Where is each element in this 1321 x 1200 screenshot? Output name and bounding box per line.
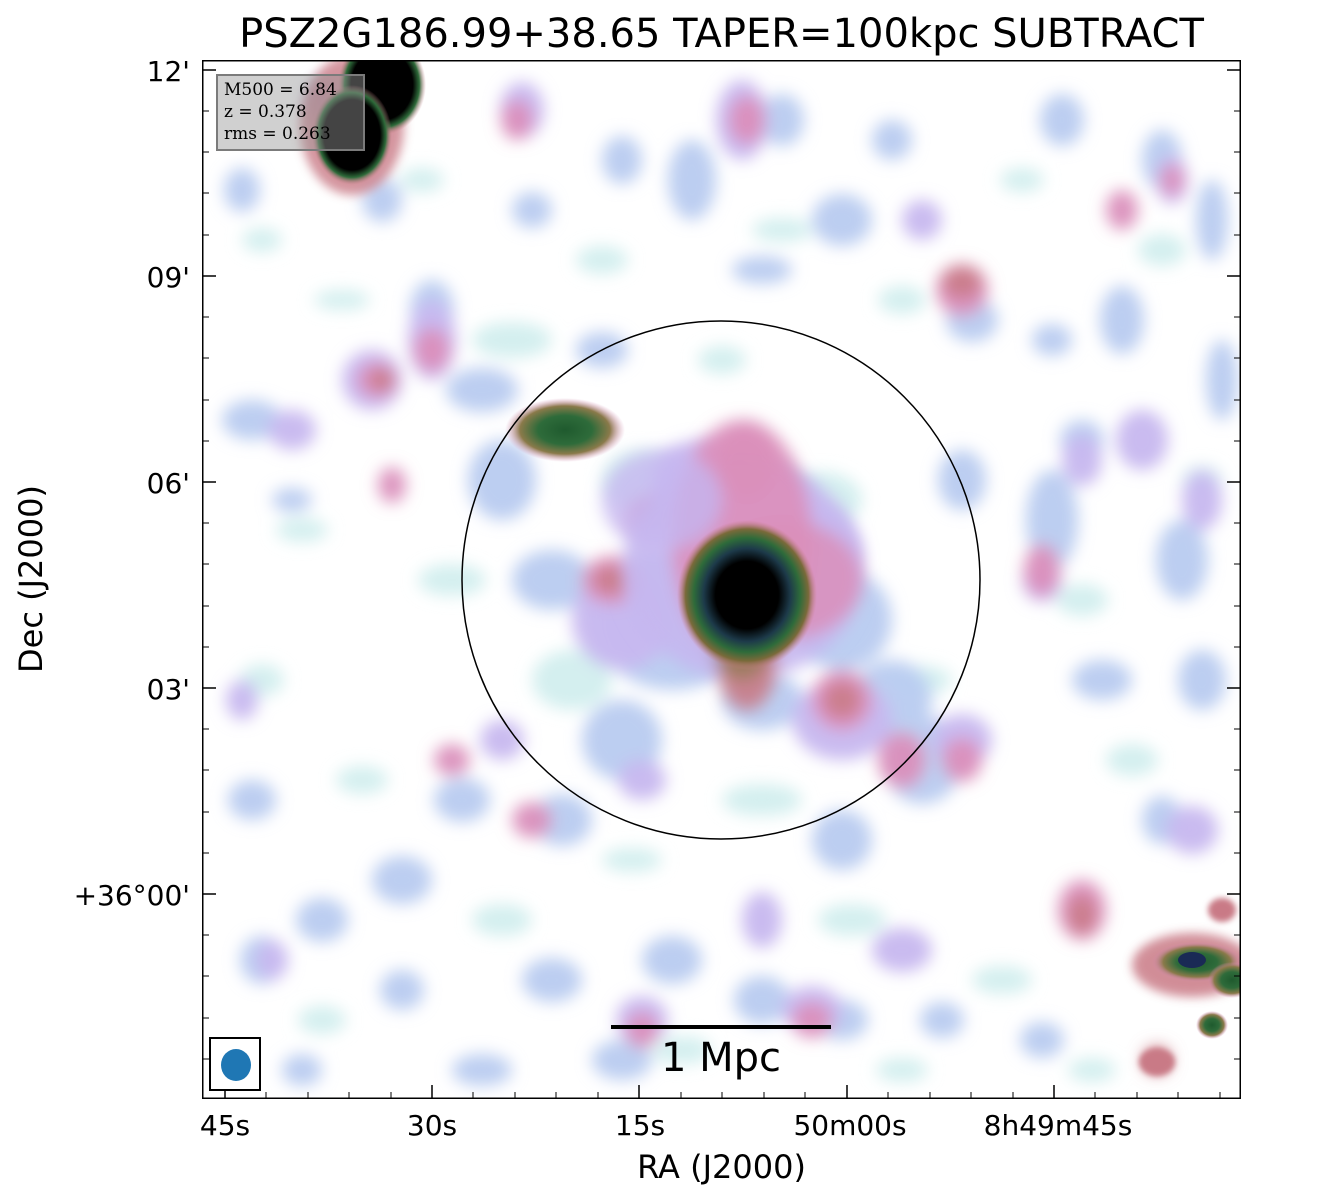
y-tick-label: +36°00' [73,879,190,912]
scale-bar-label: 1 Mpc [660,1035,782,1081]
redshift-text: z = 0.378 [224,102,307,122]
y-tick-label: 03' [146,673,190,706]
x-tick-label: 15s [614,1109,666,1142]
compact-source [505,398,625,462]
radio-map [202,60,1241,1099]
x-tick-label: 45s [199,1109,251,1142]
bright-sources-bottom-right [1132,898,1241,1076]
x-tick-label: 8h49m45s [983,1109,1133,1142]
beam-box [209,1037,261,1091]
tick-marks [202,69,1241,1099]
m500-text: M500 = 6.84 [224,80,337,100]
rms-text: rms = 0.263 [224,124,331,144]
image-title: PSZ2G186.99+38.65 TAPER=100kpc SUBTRACT [239,11,1204,57]
y-tick-label: 12' [146,55,190,88]
x-tick-label: 30s [406,1109,458,1142]
y-tick-label: 09' [146,261,190,294]
cluster-core [677,520,817,670]
bright-source-top [300,60,426,195]
x-axis-label: RA (J2000) [637,1148,806,1186]
y-tick-label: 06' [146,467,190,500]
radio-map-panel [202,60,1241,1099]
beam-ellipse-icon [221,1049,251,1081]
scale-bar [611,1025,831,1029]
x-tick-label: 50m00s [793,1109,907,1142]
r500-circle [461,320,981,840]
cluster-info-box: M500 = 6.84 z = 0.378 rms = 0.263 [216,74,365,151]
y-axis-label: Dec (J2000) [12,485,50,673]
